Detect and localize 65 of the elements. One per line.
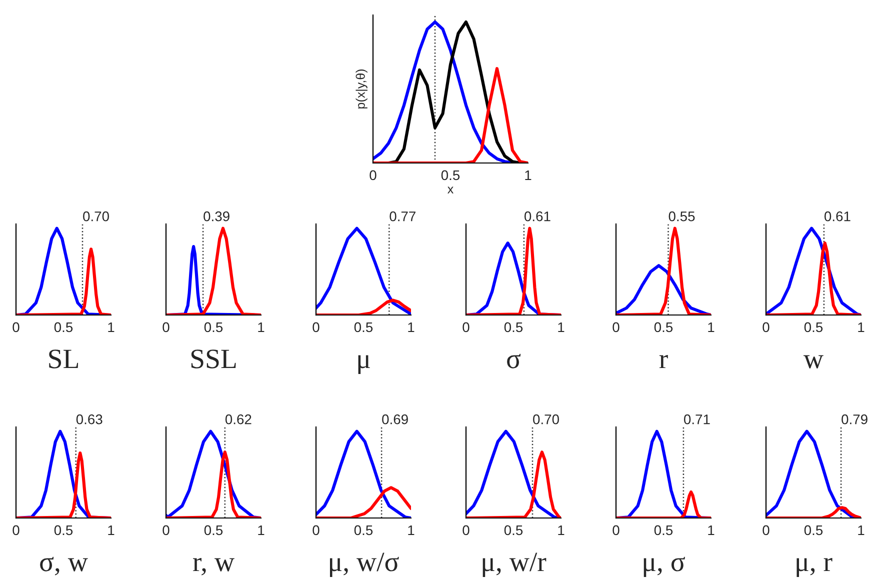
ref-line-label: 0.63 <box>76 414 102 424</box>
x-axis-title: μ, w/r <box>482 552 546 577</box>
x-tick-label: 0 <box>12 322 20 332</box>
x-tick-label: 1 <box>108 525 114 536</box>
ref-line-label: 0.79 <box>842 414 868 424</box>
x-tick-label: 0.5 <box>54 322 73 332</box>
x-axis-title: r, w <box>193 558 234 576</box>
x-tick-label: 1 <box>258 525 264 536</box>
ref-line-label: 0.71 <box>684 414 710 424</box>
x-tick-label: 1 <box>558 525 564 536</box>
x-tick-label: 0.5 <box>804 525 823 536</box>
x-axis-title: μ, w/σ <box>330 552 399 577</box>
x-tick-label: 0 <box>612 322 620 332</box>
x-axis-title: μ, σ <box>644 556 685 577</box>
x-tick-label: 1 <box>708 322 714 332</box>
x-axis-title: w <box>803 355 824 368</box>
x-tick-label: 1 <box>408 525 414 536</box>
x-tick-label: 0 <box>312 322 320 332</box>
x-axis-title: SSL <box>191 350 236 368</box>
x-axis-title: σ, w <box>40 556 88 576</box>
x-tick-label: 0.5 <box>804 322 823 332</box>
x-tick-label: 0 <box>370 170 376 180</box>
x-tick-label: 0.5 <box>204 525 223 536</box>
x-tick-label: 0.5 <box>504 525 523 536</box>
x-tick-label: 0 <box>762 525 770 536</box>
x-tick-label: 0.5 <box>204 322 223 332</box>
x-tick-label: 0.5 <box>654 322 673 332</box>
x-tick-label: 0 <box>462 525 470 536</box>
ref-line-label: 0.39 <box>204 211 230 222</box>
ref-line-label: 0.70 <box>83 211 109 222</box>
x-axis-title: μ, r <box>796 558 832 577</box>
x-tick-label: 0.5 <box>504 322 523 332</box>
x-tick-label: 1 <box>408 322 414 332</box>
y-axis-title: p(x|y,θ) <box>356 70 368 108</box>
ref-line-label: 0.69 <box>382 414 408 424</box>
ref-line-label: 0.61 <box>824 211 850 222</box>
x-tick-label: 0 <box>462 322 470 332</box>
x-tick-label: 0 <box>612 525 620 536</box>
ref-line-label: 0.77 <box>390 211 416 222</box>
x-tick-label: 1 <box>708 525 714 536</box>
x-tick-label: 0 <box>162 322 170 332</box>
x-axis-title: x <box>448 186 454 194</box>
x-tick-label: 0.5 <box>441 170 460 180</box>
x-tick-label: 0 <box>762 322 770 332</box>
x-tick-label: 0 <box>162 525 170 536</box>
x-tick-label: 1 <box>558 322 564 332</box>
x-tick-label: 1 <box>858 525 864 536</box>
ref-line-label: 0.55 <box>668 211 695 222</box>
x-tick-label: 1 <box>858 322 864 332</box>
x-axis-title: σ <box>507 354 521 368</box>
x-tick-label: 1 <box>108 322 114 332</box>
ref-line-label: 0.61 <box>524 211 550 222</box>
x-tick-label: 0.5 <box>654 525 673 536</box>
x-axis-title: SL <box>49 350 78 368</box>
x-tick-label: 0 <box>12 525 20 536</box>
x-tick-label: 0.5 <box>354 322 373 332</box>
x-tick-label: 0 <box>312 525 320 536</box>
x-axis-title: μ <box>358 355 370 374</box>
x-tick-label: 1 <box>525 170 532 180</box>
x-tick-label: 0.5 <box>54 525 73 536</box>
ref-line-label: 0.70 <box>533 414 559 424</box>
ref-line-label: 0.62 <box>225 414 252 424</box>
x-axis-title: r <box>659 354 668 368</box>
x-tick-label: 0.5 <box>354 525 373 536</box>
x-tick-label: 1 <box>258 322 264 332</box>
